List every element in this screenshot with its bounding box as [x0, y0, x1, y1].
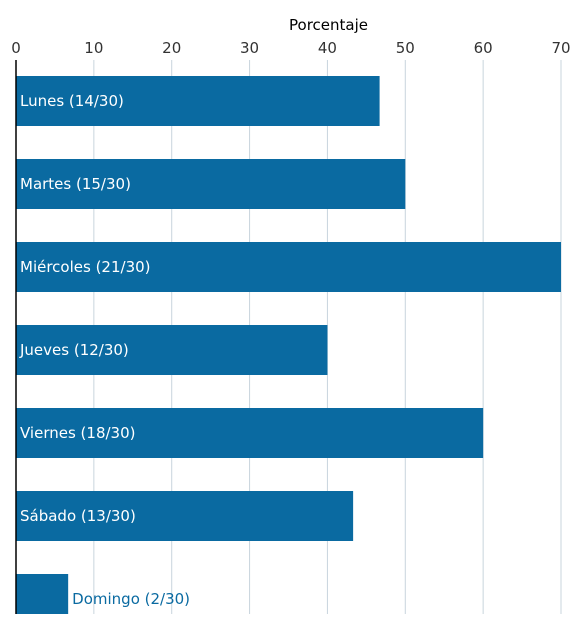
bar-label: Viernes (18/30): [20, 424, 135, 442]
x-tick-label: 20: [162, 39, 181, 57]
bar: [16, 408, 484, 458]
bar: [16, 242, 561, 292]
bar: [16, 76, 380, 126]
bars: [16, 76, 561, 618]
x-tick-label: 60: [474, 39, 493, 57]
x-tick-label: 30: [240, 39, 259, 57]
bar: [16, 574, 69, 618]
bar: [16, 159, 406, 209]
x-tick-label: 10: [84, 39, 103, 57]
x-axis-ticks: 0 10 20 30 40 50 60 70: [11, 39, 570, 57]
bar-label: Sábado (13/30): [20, 507, 136, 525]
bar-label: Miércoles (21/30): [20, 258, 151, 276]
x-tick-label: 0: [11, 39, 21, 57]
bar-labels: Lunes (14/30) Martes (15/30) Miércoles (21…: [19, 92, 190, 608]
bar-label: Jueves (12/30): [19, 341, 129, 359]
bar: [16, 491, 354, 541]
bar: [16, 325, 328, 375]
bar-label: Martes (15/30): [20, 175, 131, 193]
bar-label: Lunes (14/30): [20, 92, 124, 110]
x-tick-label: 70: [551, 39, 570, 57]
x-axis-title: Porcentaje: [289, 16, 368, 34]
x-tick-label: 50: [396, 39, 415, 57]
x-tick-label: 40: [318, 39, 337, 57]
bar-label: Domingo (2/30): [72, 590, 190, 608]
